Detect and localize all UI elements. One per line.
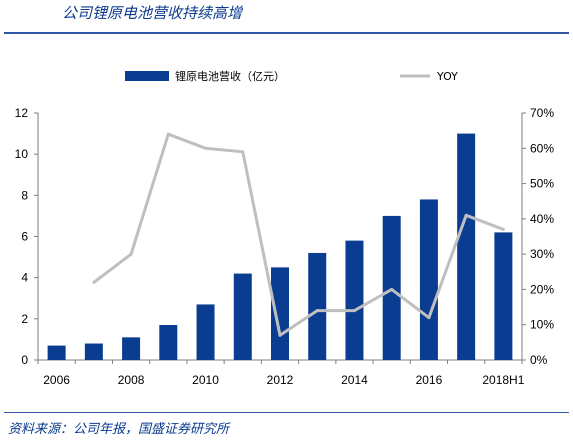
yoy-point: [352, 309, 356, 313]
y-left-tick-label: 4: [21, 271, 28, 285]
bar: [494, 232, 513, 360]
y-axis-right-ticks: 0% 10% 20% 30% 40% 50% 60% 70%: [522, 106, 554, 367]
y-right-tick-label: 60%: [530, 141, 554, 155]
y-axis-left-ticks: 0 2 4 6 8 10 12: [15, 106, 38, 367]
yoy-point: [241, 150, 245, 154]
y-left-tick-label: 8: [21, 188, 28, 202]
legend-bar-swatch: [125, 71, 169, 81]
yoy-point: [92, 280, 96, 284]
yoy-point: [129, 252, 133, 256]
bar: [419, 199, 438, 360]
legend: 锂原电池营收（亿元） YOY: [125, 69, 458, 83]
y-right-tick-label: 0%: [530, 353, 548, 367]
x-tick-label: 2006: [43, 373, 70, 387]
y-right-tick-label: 10%: [530, 318, 554, 332]
legend-bar-label: 锂原电池营收（亿元）: [175, 69, 285, 83]
yoy-line: [92, 132, 504, 337]
yoy-point: [166, 132, 170, 136]
yoy-point: [427, 316, 431, 320]
bottom-divider: [4, 412, 569, 413]
y-left-tick-label: 0: [21, 353, 28, 367]
x-tick-label: 2018H1: [482, 373, 524, 387]
y-right-tick-label: 40%: [530, 212, 554, 226]
legend-line-label: YOY: [436, 70, 458, 83]
yoy-point: [501, 227, 505, 231]
bar: [233, 273, 252, 360]
y-right-tick-label: 30%: [530, 247, 554, 261]
bar: [159, 325, 178, 360]
x-tick-label: 2014: [341, 373, 368, 387]
bar: [196, 304, 215, 360]
line-series: [92, 132, 505, 337]
yoy-point: [204, 146, 208, 150]
yoy-point: [315, 309, 319, 313]
y-left-tick-label: 12: [15, 106, 29, 120]
bar: [308, 252, 327, 360]
bar: [457, 133, 476, 360]
bar: [122, 337, 141, 360]
y-left-tick-label: 6: [21, 230, 28, 244]
y-left-tick-label: 10: [15, 147, 29, 161]
bar: [271, 267, 289, 360]
chart: 锂原电池营收（亿元） YOY 2006 2008 2010 2012 2014 2016 2…: [15, 69, 555, 387]
bar: [47, 345, 66, 360]
y-left-tick-label: 2: [21, 312, 28, 326]
bar: [84, 343, 103, 360]
yoy-point: [278, 333, 282, 337]
y-right-tick-label: 50%: [530, 177, 554, 191]
source-note: 资料来源：公司年报，国盛证券研究所: [8, 422, 230, 437]
top-divider: [4, 32, 569, 34]
bar-series: [47, 133, 513, 360]
x-axis-ticks: 2006 2008 2010 2012 2014 2016 2018H1: [37, 360, 525, 387]
bar: [345, 240, 364, 360]
page-title: 公司锂原电池营收持续高增: [62, 4, 243, 22]
x-tick-label: 2010: [192, 373, 219, 387]
x-tick-label: 2016: [416, 373, 443, 387]
x-tick-label: 2012: [267, 373, 294, 387]
y-right-tick-label: 70%: [530, 106, 554, 120]
y-right-tick-label: 20%: [530, 282, 554, 296]
yoy-point: [464, 213, 468, 217]
yoy-point: [390, 287, 394, 291]
x-tick-label: 2008: [118, 373, 145, 387]
